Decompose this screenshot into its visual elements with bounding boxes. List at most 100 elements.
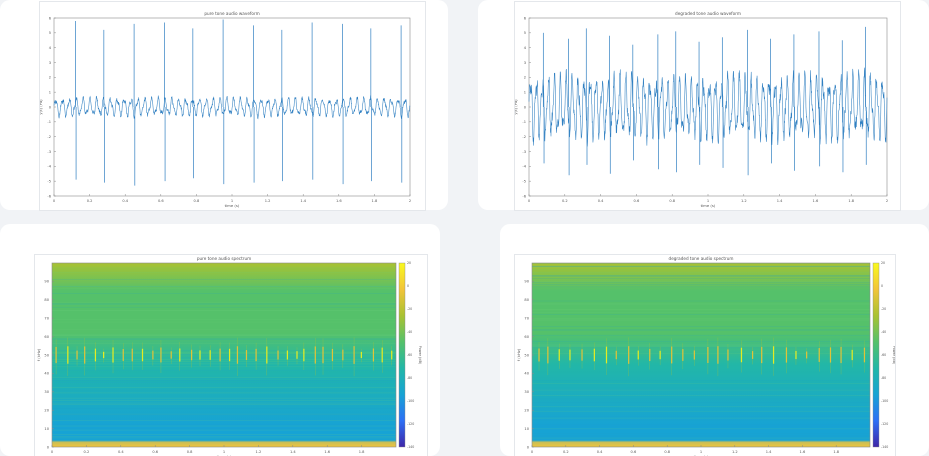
x-tick-label: 1 [223,450,225,454]
y-axis-label: y(t) (Pa) [515,99,518,115]
y-tick-label: -4 [522,165,526,169]
x-tick-label: 0.2 [84,450,90,454]
spectrogram-background [52,263,396,447]
x-tick-label: 0.6 [631,450,637,454]
y-tick-label: 5 [49,31,51,35]
x-tick-label: 0 [528,199,531,203]
y-tick-label: -6 [522,194,526,198]
y-tick-label: 30 [524,390,529,394]
y-tick-label: 0 [49,105,52,109]
colorbar-tick-label: -120 [407,422,414,426]
y-tick-label: -5 [47,179,51,183]
x-tick-label: 0.2 [87,199,93,203]
colorbar-tick-label: -120 [881,422,888,426]
x-tick-label: 1.4 [300,199,306,203]
y-tick-label: 60 [44,335,49,339]
y-tick-label: -4 [47,165,51,169]
spectrogram-background [532,263,870,447]
x-axis-label: time (s) [217,454,232,456]
x-tick-label: 0.4 [598,199,604,203]
colorbar-tick-label: -20 [407,307,412,311]
x-axis-label: time (s) [225,203,240,208]
x-tick-label: 0.8 [664,450,670,454]
x-tick-label: 0.2 [563,450,569,454]
colorbar [872,262,880,448]
y-tick-label: 1 [49,90,51,94]
y-tick-label: 20 [44,409,49,413]
y-tick-label: 10 [524,427,529,431]
x-tick-label: 0.8 [194,199,200,203]
spectrum-chart-pure: 0 0.2 0.4 0.6 0.8 1 1.2 1.4 1.6 1.8 0 10 20 30 40 50 60 7… [35,255,427,456]
waveform-plot-pure: 0 0.2 0.4 0.6 0.8 1 1.2 1.4 1.6 1.8 2 -6 -5 -4 -3 -2 -1 0… [40,11,411,208]
colorbar-tick-label: -100 [881,399,888,403]
colorbar-tick-label: 20 [881,261,885,265]
y-tick-label: 2 [524,76,526,80]
x-tick-label: 1.2 [256,450,262,454]
colorbar-tick-label: -40 [407,330,412,334]
y-tick-label: 0 [527,445,530,449]
colorbar-tick-label: -140 [407,445,414,449]
y-tick-label: 4 [524,46,527,50]
y-tick-label: 40 [524,372,529,376]
colorbar-tick-label: 0 [881,284,883,288]
y-tick-label: -1 [47,120,51,124]
x-tick-label: 0 [53,199,56,203]
x-tick-label: 1 [231,199,233,203]
x-tick-label: 0.8 [187,450,193,454]
x-tick-label: 0.4 [118,450,124,454]
chart-title: degraded tone audio waveform [675,11,741,16]
spectrum-chart-degraded: 0 0.2 0.4 0.6 0.8 1 1.2 1.4 1.6 1.8 0 10 20 30 40 50 60 7… [515,255,895,456]
y-tick-label: -3 [522,150,526,154]
y-tick-label: 1 [524,90,526,94]
y-tick-label: 70 [524,317,529,321]
x-tick-label: 1.6 [813,199,819,203]
x-tick-label: 1 [700,450,702,454]
colorbar-tick-label: -20 [881,307,886,311]
x-tick-label: 1.2 [741,199,747,203]
waveform-plot-degraded: 0 0.2 0.4 0.6 0.8 1 1.2 1.4 1.6 1.8 2 -6 -5 -4 -3 -2 -1 0… [515,11,888,208]
y-tick-label: 5 [524,31,526,35]
x-axis-label: time (s) [701,203,716,208]
colorbar-tick-label: -60 [881,353,886,357]
x-tick-label: 1.8 [372,199,378,203]
y-tick-label: -1 [522,120,526,124]
low-frequency-band [532,441,870,447]
colorbar-label: Power (dB) [892,346,895,365]
x-tick-label: 1.4 [290,450,296,454]
y-tick-label: 80 [44,298,49,302]
x-tick-label: 0.6 [634,199,640,203]
colorbar-tick-label: -40 [881,330,886,334]
colorbar-tick-label: -80 [407,376,412,380]
x-tick-label: 1.4 [777,199,783,203]
colorbar-tick-label: -60 [407,353,412,357]
x-tick-label: 1.2 [732,450,738,454]
x-tick-label: 0.6 [152,450,158,454]
chart-title: degraded tone audio spectrum [669,256,734,261]
colorbar-tick-label: 20 [407,261,411,265]
y-tick-label: 30 [44,390,49,394]
x-tick-label: 0.2 [562,199,568,203]
waveform-chart-pure: 0 0.2 0.4 0.6 0.8 1 1.2 1.4 1.6 1.8 2 -6 -5 -4 -3 -2 -1 0… [40,2,425,210]
x-tick-label: 1 [707,199,709,203]
x-tick-label: 1.8 [359,450,365,454]
y-tick-label: 10 [44,427,49,431]
y-tick-label: 40 [44,372,49,376]
waveform-chart-degraded: 0 0.2 0.4 0.6 0.8 1 1.2 1.4 1.6 1.8 2 -6 -5 -4 -3 -2 -1 0… [515,2,900,210]
y-tick-label: -2 [522,135,526,139]
x-tick-label: 1.8 [833,450,839,454]
x-axis-label: time (s) [694,454,709,456]
x-tick-label: 1.6 [800,450,806,454]
y-tick-label: -2 [47,135,51,139]
x-tick-label: 1.6 [336,199,342,203]
y-tick-label: 6 [524,16,527,20]
colorbar [398,262,406,448]
colorbar-tick-label: 0 [407,284,409,288]
x-tick-label: 2 [409,199,411,203]
waveform-line [528,67,888,147]
y-tick-label: 0 [524,105,527,109]
x-tick-label: 1.4 [766,450,772,454]
x-tick-label: 1.6 [324,450,330,454]
y-tick-label: 50 [44,353,49,357]
y-tick-label: 6 [49,16,52,20]
y-tick-label: 90 [44,280,49,284]
